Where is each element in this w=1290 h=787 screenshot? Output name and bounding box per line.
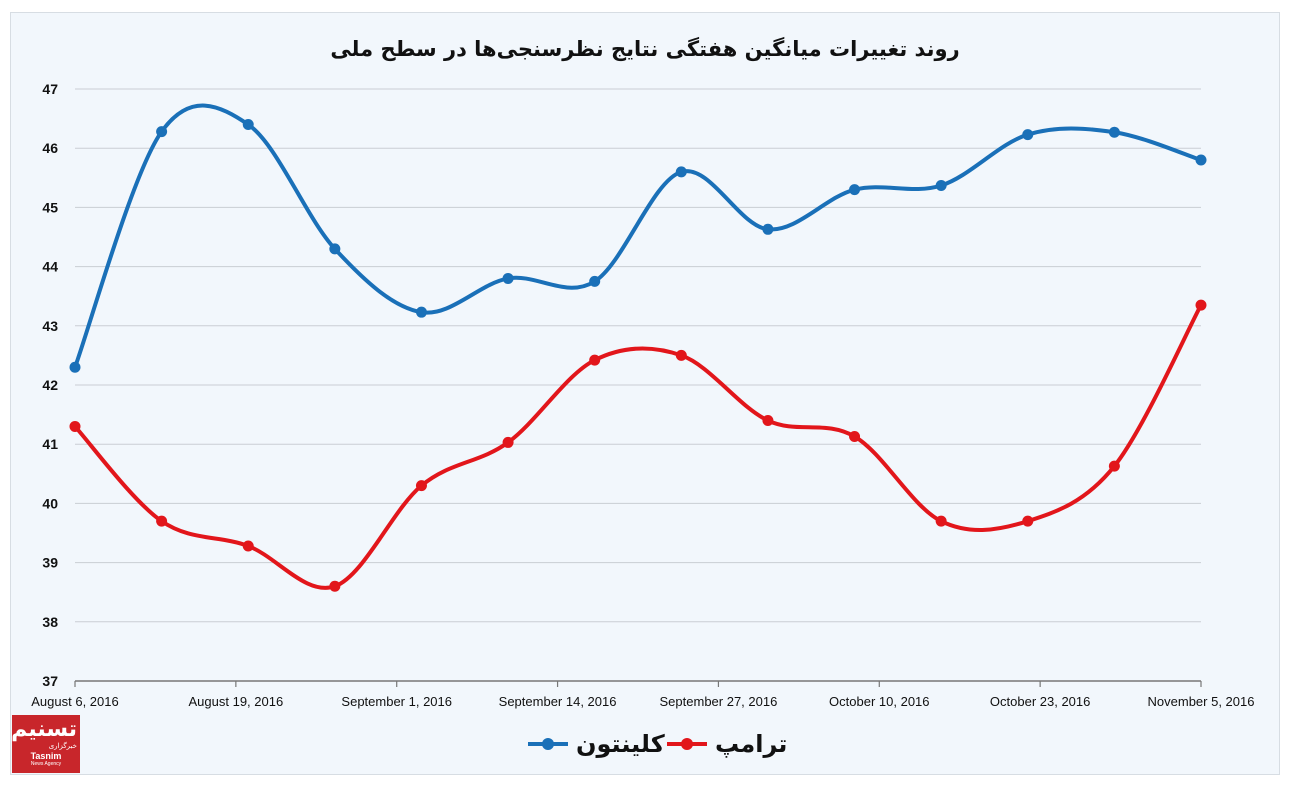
legend-marker xyxy=(542,738,554,750)
x-axis: August 6, 2016 August 19, 2016 September 1… xyxy=(31,681,1254,709)
x-tick-label: November 5, 2016 xyxy=(1148,694,1255,709)
data-point xyxy=(589,354,601,366)
y-tick-label: 38 xyxy=(42,614,58,630)
y-tick-label: 43 xyxy=(42,318,58,334)
data-point xyxy=(935,179,947,191)
data-point xyxy=(849,431,861,443)
logo-subtitle: خبرگزاری xyxy=(48,743,77,750)
y-tick-label: 45 xyxy=(42,199,58,215)
y-tick-label: 39 xyxy=(42,555,58,571)
data-point xyxy=(329,243,341,255)
data-point xyxy=(242,540,254,552)
legend-item: ترامپ xyxy=(667,730,787,758)
legend-label: کلینتون xyxy=(576,730,665,758)
y-tick-label: 42 xyxy=(42,377,58,393)
legend-label: ترامپ xyxy=(715,730,787,758)
series-line xyxy=(73,103,1203,370)
logo-tagline: News Agency xyxy=(30,761,62,767)
data-point xyxy=(242,119,254,131)
data-point xyxy=(849,184,861,196)
grid-lines xyxy=(75,88,1201,623)
data-point xyxy=(69,361,81,373)
legend-item: کلینتون xyxy=(528,730,665,758)
series-1 xyxy=(69,299,1207,592)
chart-frame xyxy=(10,12,1280,775)
tasnim-logo: تسنیم خبرگزاری Tasnim News Agency xyxy=(11,715,80,773)
data-point xyxy=(1022,129,1034,141)
y-tick-label: 47 xyxy=(42,81,58,97)
data-point xyxy=(1195,154,1207,166)
data-point xyxy=(415,480,427,492)
data-point xyxy=(1108,126,1120,138)
logo-name: Tasnim xyxy=(30,751,62,761)
legend-marker xyxy=(681,738,693,750)
data-point xyxy=(156,126,168,138)
data-point xyxy=(762,415,774,427)
y-tick-label: 44 xyxy=(42,259,58,275)
data-point xyxy=(675,349,687,361)
data-point xyxy=(415,306,427,318)
data-point xyxy=(329,580,341,592)
data-point xyxy=(502,272,514,284)
series-0 xyxy=(69,103,1207,373)
x-tick-label: August 6, 2016 xyxy=(31,694,118,709)
x-tick-label: October 10, 2016 xyxy=(829,694,929,709)
data-point xyxy=(589,275,601,287)
x-tick-label: October 23, 2016 xyxy=(990,694,1090,709)
y-tick-label: 37 xyxy=(42,673,58,689)
data-point xyxy=(156,515,168,527)
x-tick-label: August 19, 2016 xyxy=(189,694,284,709)
x-tick-label: September 1, 2016 xyxy=(341,694,452,709)
data-point xyxy=(675,166,687,178)
x-tick-label: September 14, 2016 xyxy=(499,694,617,709)
y-tick-label: 46 xyxy=(42,140,58,156)
x-tick-label: September 27, 2016 xyxy=(660,694,778,709)
data-point xyxy=(935,515,947,527)
data-point xyxy=(69,420,81,432)
data-point xyxy=(1108,460,1120,472)
y-tick-label: 40 xyxy=(42,495,58,511)
data-point xyxy=(1195,299,1207,311)
series-layer xyxy=(69,103,1207,592)
chart-title: روند تغییرات میانگین هفتگی نتایج نظرسنجی… xyxy=(330,36,959,61)
data-point xyxy=(502,436,514,448)
legend: کلینتون ترامپ xyxy=(528,730,787,758)
data-point xyxy=(762,223,774,235)
y-axis: 37 38 39 40 41 42 43 44 45 46 47 xyxy=(42,81,58,689)
y-tick-label: 41 xyxy=(42,436,58,452)
data-point xyxy=(1022,515,1034,527)
logo-mark: تسنیم xyxy=(11,717,77,742)
